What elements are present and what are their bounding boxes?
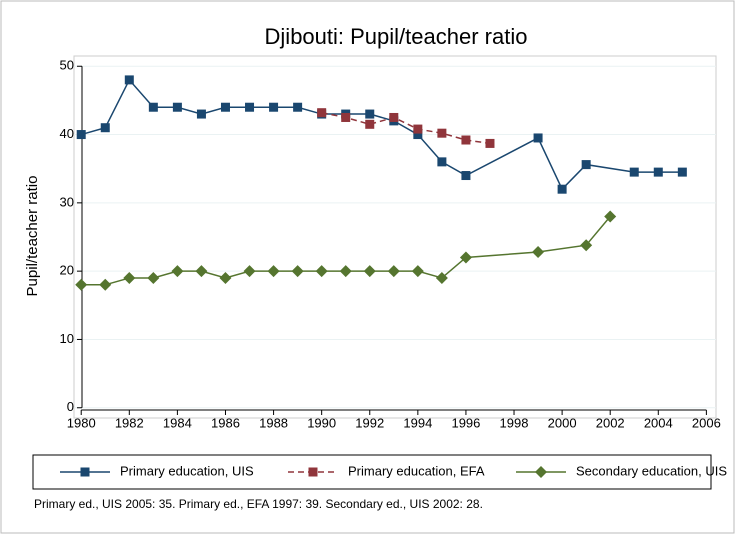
marker	[557, 184, 567, 194]
marker	[629, 167, 639, 177]
marker	[245, 102, 255, 112]
legend-label: Secondary education, UIS	[576, 463, 727, 478]
marker	[363, 265, 376, 278]
marker	[653, 167, 663, 177]
x-tick-label: 1998	[500, 415, 529, 430]
marker	[411, 265, 424, 278]
marker	[76, 130, 86, 140]
marker	[171, 265, 184, 278]
marker	[365, 109, 375, 119]
marker	[581, 160, 591, 170]
marker	[677, 167, 687, 177]
marker	[365, 119, 375, 129]
y-tick-label: 40	[60, 126, 74, 141]
marker	[124, 75, 134, 85]
marker	[196, 109, 206, 119]
marker	[75, 278, 88, 291]
marker	[220, 102, 230, 112]
marker	[99, 278, 112, 291]
chart-title: Djibouti: Pupil/teacher ratio	[265, 24, 528, 49]
marker	[485, 138, 495, 148]
y-axis-label: Pupil/teacher ratio	[24, 176, 41, 297]
marker	[147, 271, 160, 284]
marker	[339, 265, 352, 278]
marker	[148, 102, 158, 112]
legend	[32, 454, 712, 490]
marker	[461, 171, 471, 181]
marker	[195, 265, 208, 278]
marker	[459, 251, 472, 264]
x-tick-label: 1990	[307, 415, 336, 430]
marker	[413, 130, 423, 140]
marker	[317, 108, 327, 118]
marker	[219, 271, 232, 284]
legend-label: Primary education, EFA	[348, 463, 485, 478]
marker	[293, 102, 303, 112]
note: Primary ed., UIS 2005: 35. Primary ed., …	[34, 497, 483, 511]
marker	[315, 265, 328, 278]
x-tick-label: 1994	[403, 415, 432, 430]
marker	[172, 102, 182, 112]
plot-area	[73, 55, 717, 419]
y-tick-label: 10	[60, 331, 74, 346]
y-tick-label: 0	[67, 399, 74, 414]
x-tick-label: 1984	[163, 415, 192, 430]
x-tick-label: 2000	[548, 415, 577, 430]
marker	[413, 124, 423, 134]
x-tick-label: 1982	[115, 415, 144, 430]
marker	[532, 246, 545, 259]
marker	[535, 466, 547, 478]
marker	[100, 123, 110, 133]
marker	[291, 265, 304, 278]
x-tick-label: 2006	[692, 415, 721, 430]
x-tick-label: 1996	[451, 415, 480, 430]
x-tick-label: 1988	[259, 415, 288, 430]
marker	[267, 265, 280, 278]
marker	[269, 102, 279, 112]
y-tick-label: 30	[60, 194, 74, 209]
marker	[461, 135, 471, 145]
x-tick-label: 2002	[596, 415, 625, 430]
marker	[437, 128, 447, 138]
y-tick-label: 20	[60, 263, 74, 278]
marker	[437, 157, 447, 167]
marker	[389, 112, 399, 122]
marker	[580, 239, 593, 252]
marker	[341, 112, 351, 122]
marker	[604, 210, 617, 223]
marker	[308, 467, 318, 477]
x-tick-label: 1992	[355, 415, 384, 430]
marker	[533, 133, 543, 143]
y-tick-label: 50	[60, 58, 74, 73]
x-tick-label: 1986	[211, 415, 240, 430]
marker	[387, 265, 400, 278]
marker	[243, 265, 256, 278]
marker	[435, 271, 448, 284]
x-tick-label: 2004	[644, 415, 673, 430]
marker	[80, 467, 90, 477]
marker	[123, 271, 136, 284]
legend-label: Primary education, UIS	[120, 463, 254, 478]
x-tick-label: 1980	[67, 415, 96, 430]
